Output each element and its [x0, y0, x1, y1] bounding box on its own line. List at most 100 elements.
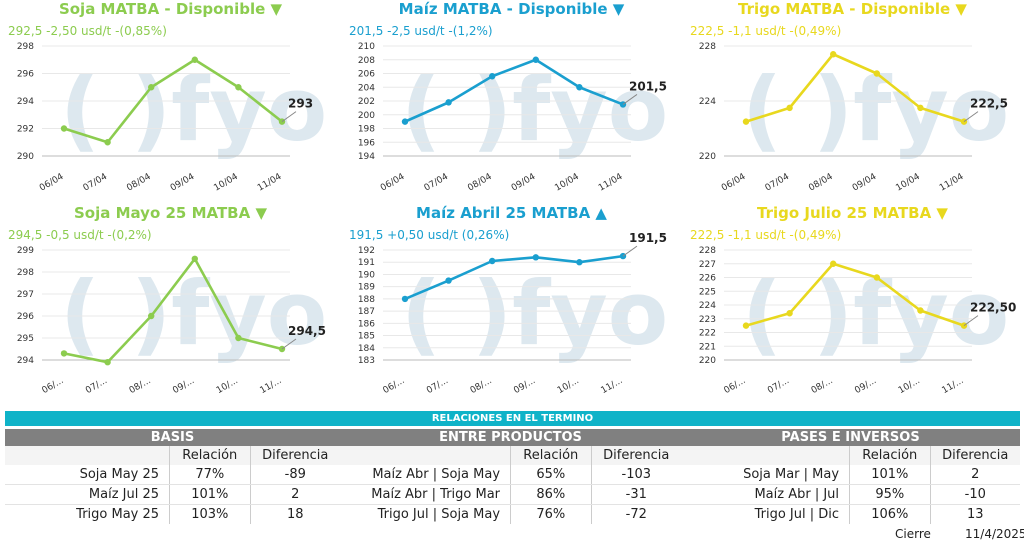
- y-tick-label: 224: [699, 97, 716, 107]
- row-name: Maíz Abr | Soja May: [372, 467, 501, 482]
- data-point: [786, 104, 793, 112]
- chart-title: Trigo MATBA - Disponible ▼: [738, 0, 967, 18]
- y-tick-label: 294: [17, 356, 34, 366]
- y-tick-label: 221: [699, 342, 716, 352]
- end-value-label: 191,5: [629, 231, 667, 245]
- column-header-row: Relación Diferencia: [5, 446, 340, 465]
- data-point: [60, 125, 68, 132]
- y-tick-label: 190: [358, 270, 375, 280]
- chart-subtitle: 222,5 -1,1 usd/t -(0,49%): [690, 228, 842, 242]
- y-tick-label: 198: [358, 125, 375, 135]
- data-point: [873, 274, 880, 281]
- y-tick-label: 228: [699, 42, 716, 52]
- basis-table: BASIS Relación Diferencia Soja May 25 77…: [5, 429, 340, 524]
- footer-cierre-label: Cierre: [895, 527, 931, 541]
- data-point: [401, 118, 409, 125]
- pases-inversos-table: PASES E INVERSOS Relación Diferencia Soj…: [681, 429, 1020, 524]
- y-tick-label: 210: [358, 42, 375, 52]
- row-name: Trigo Jul | Dic: [754, 507, 840, 522]
- y-tick-label: 297: [17, 290, 34, 300]
- footer-date: 11/4/2025: [965, 527, 1024, 541]
- data-point: [60, 350, 68, 357]
- chart-plot: ( )fyo 294 295 296 297 298 299 06/... 07/... 08/.…: [17, 246, 327, 396]
- chart-title: Maíz MATBA - Disponible ▼: [398, 0, 625, 18]
- data-point: [104, 359, 111, 366]
- name-header: [340, 446, 510, 465]
- data-point: [445, 99, 452, 106]
- x-tick-label: 08/...: [810, 376, 835, 396]
- y-tick-label: 222: [699, 329, 716, 339]
- chart-trigo-disponible: ( )fyo 220 224 228 06/04 07/04 08/04 09/04 10/04…: [682, 0, 1023, 200]
- row-diferencia: -103: [590, 465, 681, 484]
- table-row: Trigo Jul | Dic 106% 13: [681, 505, 1020, 524]
- data-point: [742, 118, 750, 125]
- data-point: [917, 307, 924, 314]
- chart-subtitle: 201,5 -2,5 usd/t -(1,2%): [349, 24, 493, 38]
- relacion-header: Relación: [849, 446, 930, 465]
- data-point: [917, 104, 924, 112]
- table-row: Maíz Abr | Trigo Mar 86% -31: [340, 485, 681, 505]
- data-point: [830, 260, 837, 267]
- x-tick-label: 11/04: [938, 172, 966, 194]
- y-tick-label: 194: [358, 152, 375, 162]
- data-point: [742, 322, 750, 329]
- end-label-leader: [281, 111, 297, 123]
- row-diferencia: 2: [929, 465, 1020, 484]
- y-tick-label: 298: [17, 268, 34, 278]
- chart-plot: ( )fyo 290 292 294 296 298 06/04 07/04 08/04 09/0…: [17, 42, 327, 194]
- x-tick-label: 09/...: [853, 376, 878, 396]
- chart-title: Maíz Abril 25 MATBA ▲: [416, 204, 607, 222]
- entre-productos-table: ENTRE PRODUCTOS Relación Diferencia Maíz…: [340, 429, 681, 524]
- y-tick-label: 220: [699, 356, 716, 366]
- relations-band-title: RELACIONES EN EL TERMINO: [5, 411, 1020, 426]
- table-row: Trigo Jul | Soja May 76% -72: [340, 505, 681, 524]
- end-value-label: 222,50: [970, 301, 1016, 315]
- x-tick-label: 08/04: [466, 172, 494, 194]
- y-tick-label: 183: [358, 356, 375, 366]
- x-tick-label: 07/04: [764, 172, 792, 194]
- table-row: Trigo May 25 103% 18: [5, 505, 340, 524]
- data-point: [830, 51, 837, 58]
- table-row: Soja Mar | May 101% 2: [681, 465, 1020, 485]
- y-tick-label: 292: [17, 125, 34, 135]
- x-tick-label: 11/04: [256, 172, 284, 194]
- chart-soja-mayo-25: ( )fyo 294 295 296 297 298 299 06/... 07/... 08/.…: [0, 204, 341, 404]
- data-point: [532, 254, 539, 261]
- y-tick-label: 185: [358, 332, 375, 342]
- chart-plot: ( )fyo 183 184 185 186 187 188 189 190 191 192 06/.…: [358, 231, 668, 396]
- end-value-label: 293: [288, 97, 313, 111]
- data-point: [489, 257, 496, 265]
- x-tick-label: 06/...: [723, 376, 748, 396]
- x-tick-label: 07/04: [82, 172, 110, 194]
- data-point: [445, 277, 452, 284]
- basis-table-title: BASIS: [5, 429, 340, 446]
- y-tick-label: 296: [17, 312, 34, 322]
- row-name: Maíz Abr | Trigo Mar: [371, 487, 501, 502]
- name-header: [681, 446, 849, 465]
- x-tick-label: 07/...: [766, 376, 791, 396]
- row-name: Soja Mar | May: [743, 467, 840, 482]
- x-tick-label: 09/...: [171, 376, 196, 396]
- row-name: Trigo May 25: [76, 507, 160, 522]
- x-tick-label: 08/04: [807, 172, 835, 194]
- y-tick-label: 184: [358, 344, 375, 354]
- x-tick-label: 11/...: [941, 376, 966, 396]
- row-name: Soja May 25: [79, 467, 160, 482]
- end-value-label: 294,5: [288, 324, 326, 338]
- data-point: [235, 84, 242, 91]
- column-header-row: Relación Diferencia: [340, 446, 681, 465]
- y-tick-label: 206: [358, 70, 375, 80]
- x-tick-label: 11/...: [600, 376, 625, 396]
- data-point: [191, 255, 198, 262]
- y-tick-label: 298: [17, 42, 34, 52]
- entre-productos-table-title: ENTRE PRODUCTOS: [340, 429, 681, 446]
- y-tick-label: 191: [358, 258, 375, 268]
- column-header-row: Relación Diferencia: [681, 446, 1020, 465]
- table-row: Maíz Abr | Soja May 65% -103: [340, 465, 681, 485]
- chart-title: Soja MATBA - Disponible ▼: [58, 0, 283, 18]
- data-point: [235, 334, 242, 342]
- row-relacion: 77%: [169, 465, 250, 484]
- y-tick-label: 227: [699, 260, 716, 270]
- watermark-logo: ( )fyo: [401, 58, 668, 161]
- x-tick-label: 08/...: [469, 376, 494, 396]
